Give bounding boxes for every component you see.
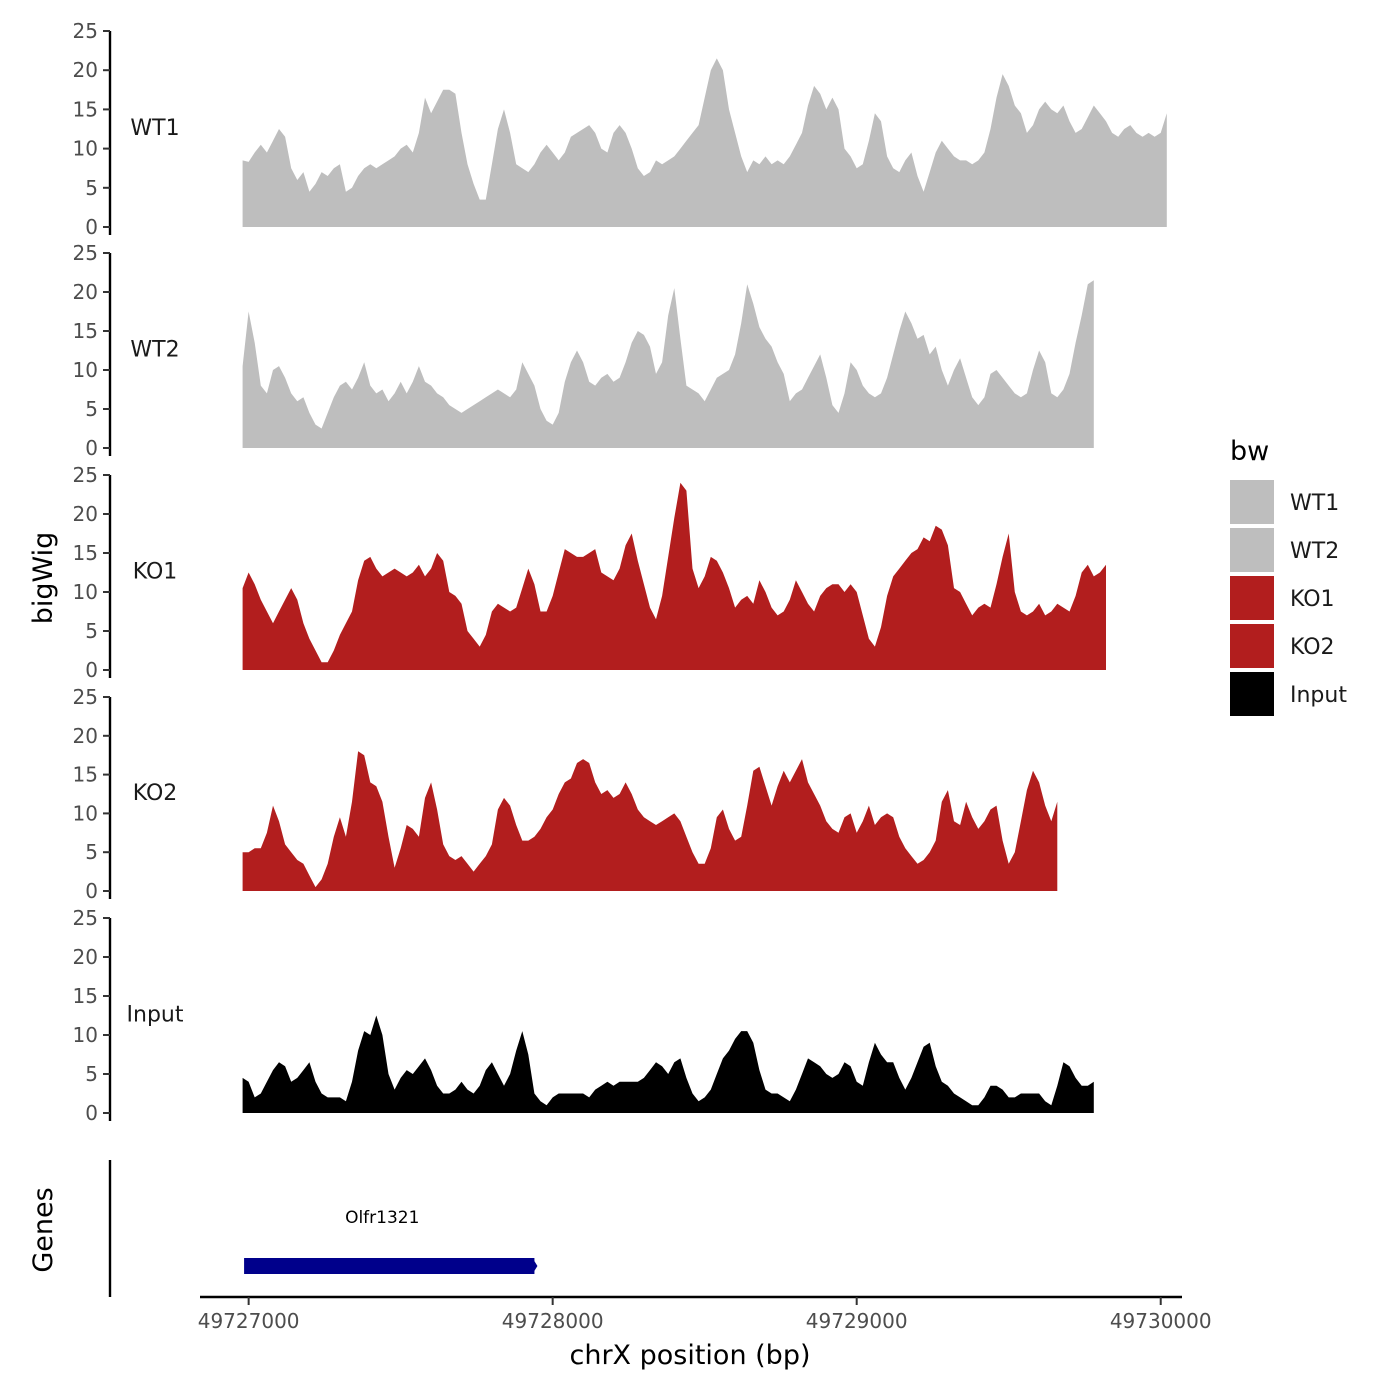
y-tick-label: 20	[73, 945, 98, 969]
y-tick-label: 25	[73, 685, 98, 709]
legend-swatch-ko2	[1230, 624, 1274, 668]
y-tick-label: 5	[85, 397, 98, 421]
y-tick-label: 10	[73, 801, 98, 825]
tracks-layer: 0510152025WT10510152025WT20510152025KO10…	[73, 19, 1167, 1125]
track-label-input: Input	[127, 1002, 184, 1027]
legend-swatch-wt2	[1230, 528, 1274, 572]
track-label-wt2: WT2	[130, 337, 179, 362]
y-tick-label: 15	[73, 984, 98, 1008]
track-label-ko1: KO1	[133, 559, 178, 584]
y-tick-label: 0	[85, 215, 98, 239]
y-tick-label: 20	[73, 58, 98, 82]
x-tick-label: 49727000	[198, 1309, 300, 1333]
y-tick-label: 15	[73, 541, 98, 565]
y-tick-label: 10	[73, 580, 98, 604]
y-tick-label: 10	[73, 1023, 98, 1047]
x-tick-label: 49729000	[806, 1309, 908, 1333]
y-tick-label: 0	[85, 879, 98, 903]
y-tick-label: 0	[85, 658, 98, 682]
legend-label-input: Input	[1290, 683, 1347, 708]
legend-label-ko1: KO1	[1290, 587, 1335, 612]
legend-swatch-ko1	[1230, 576, 1274, 620]
gene-track: Olfr1321	[108, 1160, 538, 1297]
y-tick-label: 20	[73, 724, 98, 748]
track-panel-ko2: 0 5 10 15 20 25 KO2	[73, 685, 1058, 903]
area-series-ko2	[242, 751, 1058, 891]
track-label-ko2: KO2	[133, 781, 178, 806]
y-tick-label: 25	[73, 241, 98, 265]
y-tick-label: 25	[73, 906, 98, 930]
gene-body	[244, 1258, 535, 1274]
x-axis-title: chrX position (bp)	[569, 1340, 810, 1371]
legend-label-wt2: WT2	[1290, 539, 1339, 564]
track-panel-wt2: 0 5 10 15 20 25 WT2	[73, 241, 1094, 460]
y-tick-label: 15	[73, 763, 98, 787]
track-panel-wt1: 0 5 10 15 20 25 WT1	[73, 19, 1167, 239]
x-tick-label: 49730000	[1110, 1309, 1212, 1333]
gene-strand-arrow	[532, 1258, 538, 1274]
y-tick-label: 15	[73, 97, 98, 121]
legend-title: bw	[1230, 436, 1269, 467]
area-series-input	[242, 1015, 1094, 1113]
legend-label-ko2: KO2	[1290, 635, 1335, 660]
y-tick-label: 0	[85, 436, 98, 460]
y-tick-label: 0	[85, 1101, 98, 1125]
track-panel-ko1: 0 5 10 15 20 25 KO1	[73, 463, 1107, 682]
track-panel-input: 0 5 10 15 20 25 Input	[73, 906, 1094, 1125]
area-series-ko1	[242, 482, 1107, 670]
y-tick-label: 10	[73, 137, 98, 161]
y-tick-label: 20	[73, 502, 98, 526]
y-tick-label: 15	[73, 319, 98, 343]
gene-label: Olfr1321	[345, 1208, 419, 1228]
y-axis-title: bigWig	[28, 532, 59, 625]
y-tick-label: 25	[73, 463, 98, 487]
track-label-wt1: WT1	[130, 116, 179, 141]
x-axis: 49727000 49728000 49729000 49730000	[198, 1295, 1212, 1333]
y-tick-label: 10	[73, 358, 98, 382]
y-tick-label: 5	[85, 176, 98, 200]
legend-label-wt1: WT1	[1290, 491, 1339, 516]
x-tick-label: 49728000	[502, 1309, 604, 1333]
legend-swatch-wt1	[1230, 480, 1274, 524]
legend: bw WT1 WT2 KO1 KO2 Input	[1230, 436, 1347, 716]
area-series-wt2	[242, 280, 1094, 448]
y-tick-label: 20	[73, 280, 98, 304]
y-tick-label: 5	[85, 619, 98, 643]
y-tick-label: 5	[85, 1062, 98, 1086]
y-tick-label: 25	[73, 19, 98, 43]
area-series-wt1	[242, 58, 1167, 228]
genes-track-title: Genes	[28, 1187, 59, 1272]
legend-swatch-input	[1230, 672, 1274, 716]
y-tick-label: 5	[85, 840, 98, 864]
